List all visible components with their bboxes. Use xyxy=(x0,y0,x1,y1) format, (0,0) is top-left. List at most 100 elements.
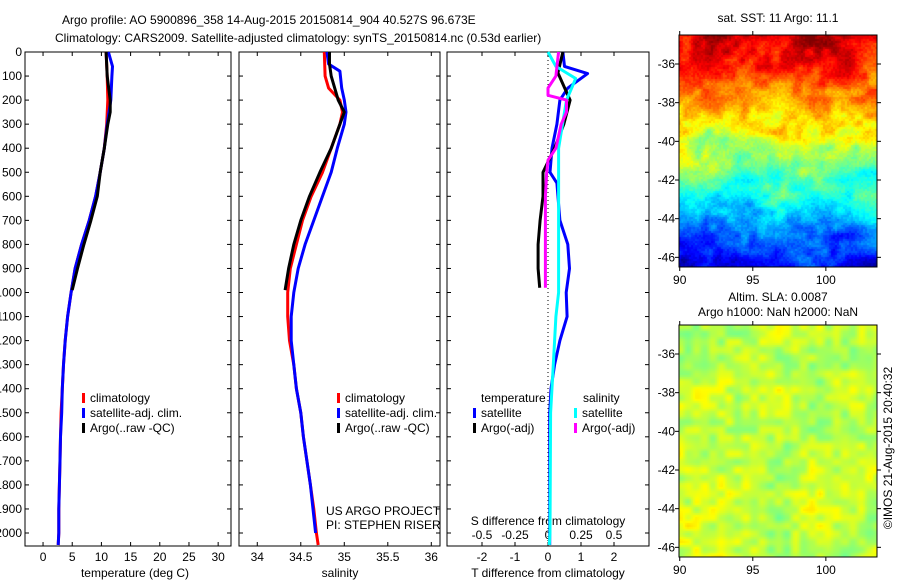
x-tick-label: 10 xyxy=(95,550,109,564)
legend-label: Argo(-adj) xyxy=(481,421,534,435)
sst-map-image xyxy=(679,35,877,267)
map-lon-label: 90 xyxy=(673,563,687,577)
legend-swatch xyxy=(82,408,85,418)
depth-tick-label: 400 xyxy=(2,141,22,155)
legend-header-temperature: temperature xyxy=(481,391,546,405)
depth-tick-label: 100 xyxy=(2,69,22,83)
map-lat-label: -38 xyxy=(658,386,676,400)
x-tick-label: 36 xyxy=(425,550,439,564)
legend-label: climatology xyxy=(345,391,405,405)
map-lat-label: -46 xyxy=(658,250,676,264)
map-lat-label: -46 xyxy=(658,540,676,554)
map-lat-label: -44 xyxy=(658,212,676,226)
depth-tick-label: 1200 xyxy=(0,334,22,348)
series-line-s-satellite xyxy=(546,51,578,546)
map-frame xyxy=(678,34,878,268)
x-tick-label: 1 xyxy=(578,550,585,564)
map-lon-label: 100 xyxy=(816,563,836,577)
depth-tick-label: 1800 xyxy=(0,478,22,492)
x-tick-label: -1 xyxy=(510,550,521,564)
legend-label: satellite xyxy=(582,406,623,420)
x-tick-label: 5 xyxy=(69,550,76,564)
legend-swatch xyxy=(82,423,85,433)
depth-tick-label: 1700 xyxy=(0,454,22,468)
map-lat-label: -36 xyxy=(658,347,676,361)
depth-tick-label: 300 xyxy=(2,117,22,131)
series-line-satellite-adj-clim- xyxy=(289,51,348,534)
legend-label: Argo(..raw -QC) xyxy=(345,421,430,435)
legend-label: climatology xyxy=(90,391,150,405)
depth-tick-label: 800 xyxy=(2,237,22,251)
map-lon-label: 90 xyxy=(673,273,687,287)
depth-tick-label: 2000 xyxy=(0,526,22,540)
sst-map-title: sat. SST: 11 Argo: 11.1 xyxy=(718,11,839,25)
x-tick-label: 35 xyxy=(338,550,352,564)
series-line-climatology xyxy=(56,51,110,546)
panel-2-frame xyxy=(238,51,441,547)
x-tick-label: 30 xyxy=(211,550,225,564)
project-label: US ARGO PROJECT xyxy=(326,504,441,518)
depth-tick-label: 1600 xyxy=(0,430,22,444)
tdiff-xlabel: T difference from climatology xyxy=(471,566,625,580)
map-lon-label: 100 xyxy=(816,273,836,287)
x-tick-label: 0 xyxy=(40,550,47,564)
series-line-argo-raw-qc- xyxy=(283,52,346,291)
legend-label: Argo(..raw -QC) xyxy=(90,421,175,435)
x-tick-label: 2 xyxy=(611,550,618,564)
legend-label: satellite xyxy=(481,406,522,420)
map-lat-label: -38 xyxy=(658,96,676,110)
panel-1-frame xyxy=(24,51,232,547)
temperature-xlabel: temperature (deg C) xyxy=(81,566,189,580)
map-lat-label: -44 xyxy=(658,502,676,516)
depth-tick-label: 1100 xyxy=(0,310,22,324)
depth-tick-label: 1000 xyxy=(0,286,22,300)
map-frame xyxy=(678,324,878,558)
legend-swatch xyxy=(337,408,340,418)
title-line-2: Climatology: CARS2009. Satellite-adjuste… xyxy=(55,31,541,45)
depth-tick-label: 700 xyxy=(2,213,22,227)
series-line-satellite-adj-clim- xyxy=(56,51,114,546)
depth-tick-label: 1300 xyxy=(0,358,22,372)
legend-swatch xyxy=(473,408,476,418)
legend-swatch xyxy=(574,423,577,433)
title-line-1: Argo profile: AO 5900896_358 14-Aug-2015… xyxy=(62,13,476,27)
legend-swatch xyxy=(337,423,340,433)
series-line-t-argo-adj- xyxy=(536,51,572,288)
x-tick-label: -2 xyxy=(477,550,488,564)
imos-stamp: ©IMOS 21-Aug-2015 20:40:32 xyxy=(881,367,895,530)
x-tick-label: 34.5 xyxy=(289,550,313,564)
x-tick-label: 35.5 xyxy=(376,550,400,564)
depth-tick-label: 900 xyxy=(2,261,22,275)
legend-header-salinity: salinity xyxy=(583,391,620,405)
series-line-argo-raw-qc- xyxy=(70,51,112,291)
sla-map-title: Altim. SLA: 0.0087 xyxy=(728,290,828,304)
legend-swatch xyxy=(337,393,340,403)
legend-swatch xyxy=(473,423,476,433)
map-lon-label: 95 xyxy=(746,563,760,577)
depth-tick-label: 1900 xyxy=(0,502,22,516)
depth-tick-label: 1400 xyxy=(0,382,22,396)
pi-label: PI: STEPHEN RISER xyxy=(326,518,441,532)
depth-tick-label: 1500 xyxy=(0,406,22,420)
s-diff-tick-label: -0.25 xyxy=(501,528,529,542)
sla-map-image xyxy=(679,325,877,557)
x-tick-label: 25 xyxy=(182,550,196,564)
legend-label: satellite-adj. clim. xyxy=(90,406,182,420)
series-line-climatology xyxy=(286,51,344,546)
map-lat-label: -40 xyxy=(658,424,676,438)
depth-tick-label: 500 xyxy=(2,165,22,179)
legend-swatch xyxy=(82,393,85,403)
depth-tick-label: 0 xyxy=(15,45,22,59)
legend-label: satellite-adj. clim. xyxy=(345,406,437,420)
x-tick-label: 15 xyxy=(124,550,138,564)
salinity-xlabel: salinity xyxy=(322,566,359,580)
map-lat-label: -40 xyxy=(658,134,676,148)
legend-swatch xyxy=(574,408,577,418)
s-diff-tick-label: -0.5 xyxy=(472,528,493,542)
sla-map-subtitle: Argo h1000: NaN h2000: NaN xyxy=(698,305,858,319)
s-diff-tick-label: 0.25 xyxy=(569,528,593,542)
s-diff-tick-label: 0 xyxy=(545,528,552,542)
map-lat-label: -36 xyxy=(658,57,676,71)
